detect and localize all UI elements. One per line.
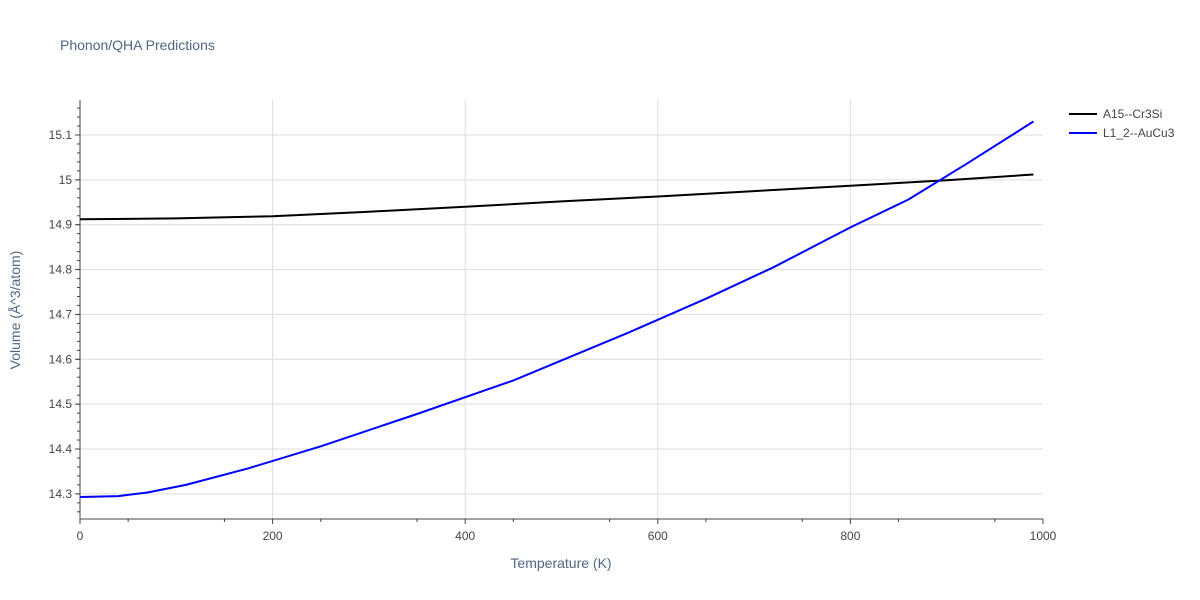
tick-labels: 0 200 400 600 800 1000 14.3 14.4 14.5 14.6 14.7 14.… [49,128,1057,543]
y-tick-label: 14.3 [49,487,73,501]
chart-title: Phonon/QHA Predictions [60,37,215,53]
y-tick-label: 14.5 [49,397,73,411]
y-tick-label: 15 [59,173,73,187]
grid [80,100,1043,519]
series-line-l12 [79,120,1034,498]
x-tick-label: 200 [263,529,283,543]
y-tick-label: 14.6 [49,352,73,366]
y-axis-title: Volume (Å^3/atom) [7,251,23,370]
legend-item-a15[interactable]: A15--Cr3Si [1069,107,1162,121]
legend-label-l12: L1_2--AuCu3 [1103,126,1175,140]
series-line-a15 [79,173,1034,221]
x-axis-title: Temperature (K) [510,555,611,571]
x-tick-label: 0 [77,529,84,543]
legend: A15--Cr3Si L1_2--AuCu3 [1069,107,1175,140]
y-tick-label: 14.8 [49,263,73,277]
legend-label-a15: A15--Cr3Si [1103,107,1162,121]
x-tick-label: 800 [840,529,860,543]
x-tick-label: 400 [455,529,475,543]
y-tick-label: 14.9 [49,218,73,232]
x-tick-label: 1000 [1030,529,1057,543]
tick-marks [75,107,1044,524]
legend-item-l12[interactable]: L1_2--AuCu3 [1069,126,1175,140]
y-tick-label: 14.7 [49,307,73,321]
plot-area [79,120,1034,498]
axes [79,100,1043,520]
x-tick-label: 600 [648,529,668,543]
y-tick-label: 14.4 [49,442,73,456]
y-tick-label: 15.1 [49,128,73,142]
